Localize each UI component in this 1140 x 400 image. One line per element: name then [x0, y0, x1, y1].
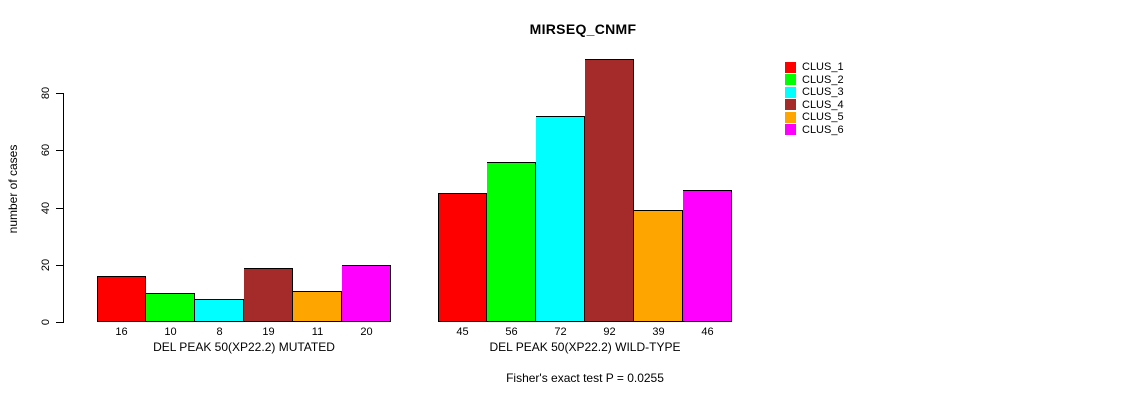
y-axis-line: [63, 93, 64, 323]
y-tick-label: 20: [40, 258, 52, 272]
legend-label: CLUS_5: [802, 111, 844, 124]
bar-value-label: 39: [652, 326, 665, 338]
legend-label: CLUS_3: [802, 86, 844, 99]
bar-value-label: 56: [505, 326, 518, 338]
fisher-test-annotation: Fisher's exact test P = 0.0255: [506, 371, 664, 385]
y-tick-mark: [56, 265, 63, 266]
bar-value-label: 11: [311, 326, 324, 338]
legend-item-clus_4: CLUS_4: [785, 99, 844, 112]
bar-clus_3-group1: [195, 299, 244, 322]
bar-clus_4-group2: [585, 59, 634, 322]
bar-value-label: 45: [456, 326, 469, 338]
bar-value-label: 16: [115, 326, 128, 338]
legend: CLUS_1 CLUS_2 CLUS_3 CLUS_4 CLUS_5 CLUS_6: [785, 61, 844, 136]
bar-value-label: 10: [164, 326, 177, 338]
y-tick-mark: [56, 150, 63, 151]
group-label-mutated: DEL PEAK 50(XP22.2) MUTATED: [153, 340, 335, 354]
y-axis-title: number of cases: [6, 144, 20, 234]
legend-swatch: [785, 74, 796, 86]
bar-clus_6-group1: [342, 265, 391, 322]
legend-label: CLUS_2: [802, 73, 844, 86]
bar-value-label: 19: [262, 326, 275, 338]
legend-swatch: [785, 61, 796, 73]
bar-clus_1-group2: [438, 193, 487, 322]
legend-swatch: [785, 86, 796, 98]
legend-label: CLUS_6: [802, 123, 844, 136]
legend-swatch: [785, 124, 796, 136]
bar-clus_3-group2: [536, 116, 585, 322]
bar-value-label: 20: [360, 326, 373, 338]
group-label-wild-type: DEL PEAK 50(XP22.2) WILD-TYPE: [489, 340, 681, 354]
legend-swatch: [785, 111, 796, 123]
y-tick-mark: [56, 322, 63, 323]
y-tick-label: 0: [40, 318, 52, 326]
bar-clus_6-group2: [683, 190, 732, 322]
bar-clus_5-group2: [634, 210, 683, 322]
bar-clus_4-group1: [244, 268, 293, 322]
y-tick-label: 40: [40, 201, 52, 215]
chart-title: MIRSEQ_CNMF: [529, 21, 637, 37]
bar-value-label: 8: [216, 326, 223, 338]
legend-item-clus_5: CLUS_5: [785, 111, 844, 124]
legend-label: CLUS_4: [802, 98, 844, 111]
legend-item-clus_3: CLUS_3: [785, 86, 844, 99]
legend-item-clus_6: CLUS_6: [785, 124, 844, 137]
bar-clus_2-group1: [146, 293, 195, 322]
y-tick-label: 60: [40, 143, 52, 157]
bar-clus_1-group1: [97, 276, 146, 322]
bar-clus_5-group1: [293, 291, 342, 322]
legend-label: CLUS_1: [802, 61, 844, 74]
legend-item-clus_1: CLUS_1: [785, 61, 844, 74]
bar-clus_2-group2: [487, 162, 536, 322]
y-tick-mark: [56, 93, 63, 94]
legend-item-clus_2: CLUS_2: [785, 74, 844, 87]
bar-value-label: 72: [554, 326, 567, 338]
y-tick-mark: [56, 208, 63, 209]
bar-value-label: 46: [701, 326, 714, 338]
bar-value-label: 92: [603, 326, 616, 338]
y-tick-label: 80: [40, 86, 52, 100]
legend-swatch: [785, 99, 796, 111]
